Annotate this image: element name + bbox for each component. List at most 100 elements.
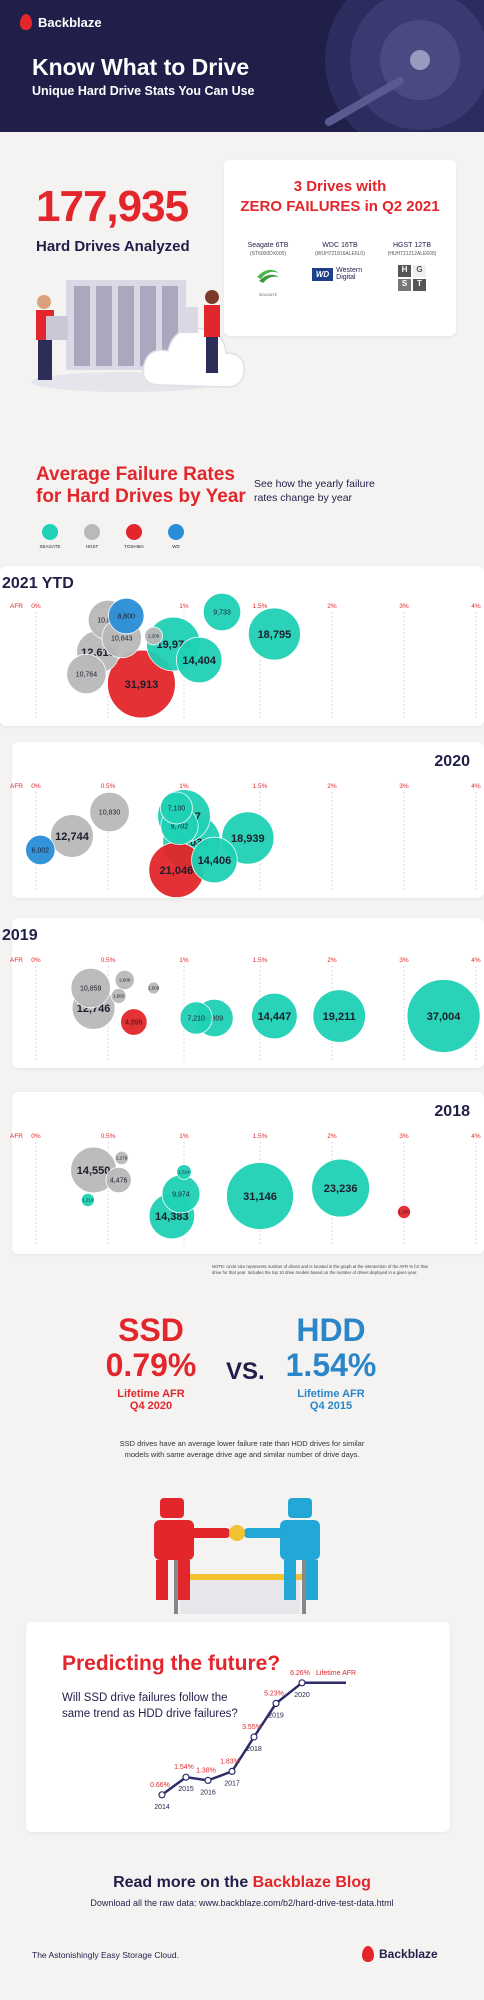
bubble-seagate <box>191 836 238 884</box>
bubble-label: 2,608 <box>119 978 131 983</box>
year-label: 2019 <box>268 1712 284 1719</box>
bubble-label: 8,800 <box>117 613 135 620</box>
axis-tick-label: 4% <box>471 603 481 610</box>
drives-analyzed-label: Hard Drives Analyzed <box>36 238 190 255</box>
future-question-line-2: same trend as HDD drive failures? <box>62 1708 238 1720</box>
chart-note-line-2: drive for that year. Includes the top 10… <box>212 1270 418 1275</box>
afr-desc-2: rates change by year <box>254 492 353 504</box>
hdd-title: HDD <box>296 1312 366 1348</box>
footer-logo[interactable]: Backblaze <box>362 1946 438 1962</box>
axis-tick-label: 3% <box>399 603 409 610</box>
chart-title: 2018 <box>434 1103 470 1120</box>
afr-point <box>298 1679 306 1687</box>
bubble-hgst <box>144 626 163 646</box>
afr-value-label: 6.26% <box>290 1670 310 1677</box>
bubble-seagate <box>312 989 366 1043</box>
header-logo[interactable]: Backblaze <box>20 14 102 30</box>
zero-failure-drive-seagate: Seagate 6TB (ST6000DX000) SEAGATE <box>232 242 304 297</box>
axis-tick-label: 4% <box>471 957 481 964</box>
chart-title: 2019 <box>2 927 38 944</box>
chart-panel-2019: 2019 AFR 0% 0.5% 1% 1.5% 2% 3% 4% 37,004 19,211 14,… <box>2 918 484 1068</box>
afr-value-label: 1.54% <box>174 1764 194 1771</box>
axis-tick-label: 0% <box>31 783 41 790</box>
hdd-afr-value: 1.54% <box>285 1347 377 1383</box>
bubble-label: 10,843 <box>111 635 133 642</box>
download-link[interactable]: Download all the raw data: www.backblaze… <box>90 1898 394 1908</box>
chart-panel-2021: 2021 YTDAFR0%0.5%1%1.5%2%3%4%31,91319,97… <box>0 566 484 726</box>
bubble-hgst <box>114 969 135 991</box>
chart-note: NOTE: circle size represents number of d… <box>212 1264 470 1276</box>
bubble-label: 10,859 <box>80 985 102 992</box>
flame-icon <box>362 1946 374 1962</box>
axis-tick-label: 0% <box>31 957 41 964</box>
bubble-label: 10,875 <box>97 617 119 624</box>
bubble-label: 7,210 <box>187 1015 205 1022</box>
bubble-toshiba <box>107 649 176 719</box>
zero-failures-title-1: 3 Drives with <box>293 178 387 195</box>
read-more-prefix: Read more on the <box>113 1874 253 1891</box>
axis-label: AFR <box>10 783 23 790</box>
afr-point <box>272 1699 280 1708</box>
bubble-label: 14,406 <box>198 855 232 867</box>
bubble-label: 1,279 <box>116 1156 128 1161</box>
drives-analyzed-count: 177,935 <box>36 182 189 231</box>
afr-value-label: 1.38% <box>196 1767 216 1774</box>
hdd-stat: HDD 1.54% Lifetime AFR Q4 2015 <box>276 1312 386 1412</box>
page-title: Know What to Drive <box>32 54 250 80</box>
bubble-seagate <box>406 979 481 1053</box>
cloud-illustration <box>142 290 245 388</box>
vs-text: VS. <box>226 1358 265 1385</box>
hdd-afr-label: Lifetime AFR <box>297 1388 365 1400</box>
legend-swatch <box>84 524 100 540</box>
bubble-seagate <box>176 1164 192 1180</box>
comparison-desc: SSD drives have an average lower failure… <box>40 1438 444 1460</box>
future-card: Predicting the future? Will SSD drive fa… <box>26 1622 450 1832</box>
comparison-desc-line-1: SSD drives have an average lower failure… <box>119 1439 365 1448</box>
axis-tick-label: 1.5% <box>253 783 268 790</box>
bubble-label: 1,210 <box>82 1198 94 1203</box>
wd-logo-icon: WD <box>311 267 334 281</box>
axis-tick-label: 1.5% <box>253 957 268 964</box>
bubble-label: 9,733 <box>213 609 231 616</box>
legend-label: HGST <box>85 544 99 549</box>
axis-tick-label: 0.5% <box>101 783 116 790</box>
ssd-stat: SSD 0.79% Lifetime AFR Q4 2020 <box>96 1312 206 1412</box>
bubble-hgst <box>70 967 111 1009</box>
afr-point <box>182 1773 190 1781</box>
bubble-chart-2020: 2020AFR0%0.5%1%1.5%2%3%4%23,03621,04619,… <box>10 753 481 898</box>
bubble-label: 9,702 <box>171 823 189 830</box>
bubble-label: 9,974 <box>172 1191 190 1198</box>
bubble-label: 31,146 <box>243 1191 277 1203</box>
legend-swatch <box>42 524 58 540</box>
bubble-label: 14,447 <box>258 1011 292 1023</box>
bubble-label: 10,830 <box>99 809 121 816</box>
year-label: 2016 <box>200 1789 216 1796</box>
axis-tick-label: 1.5% <box>253 603 268 610</box>
chart-title: 2021 YTD <box>2 575 74 592</box>
bubble-chart-2021: 2021 YTDAFR0%0.5%1%1.5%2%3%4%31,91319,97… <box>2 575 481 719</box>
ssd-afr-label: Lifetime AFR <box>117 1388 185 1400</box>
year-label: 2018 <box>246 1746 262 1753</box>
axis-tick-label: 3% <box>399 783 409 790</box>
bubble-wd <box>25 834 56 866</box>
zero-failure-drive-hgst: HGST 12TB (HUH721212ALE600) H G S T <box>376 242 448 291</box>
wd-logo-text: Western Digital <box>336 267 363 281</box>
ssd-afr-value: 0.79% <box>105 1347 197 1383</box>
blog-link[interactable]: Backblaze Blog <box>252 1874 371 1891</box>
afr-value-label: 3.55% <box>242 1724 262 1731</box>
axis-tick-label: 1.5% <box>253 1133 268 1140</box>
future-title: Predicting the future? <box>62 1652 281 1675</box>
afr-value-label: 5.23% <box>264 1690 284 1697</box>
legend-item-seagate: SEAGATE <box>32 524 68 549</box>
afr-point <box>250 1733 258 1741</box>
axis-label: AFR <box>10 957 23 964</box>
seagate-logo-icon <box>257 269 279 283</box>
bubble-label: 23,236 <box>324 1183 358 1195</box>
legend-label: SEAGATE <box>39 544 61 549</box>
axis-tick-label: 1% <box>179 957 189 964</box>
bubble-hgst <box>89 791 130 833</box>
bubble-label: 37,004 <box>427 1011 462 1023</box>
legend-label: TOSHIBA <box>124 544 144 549</box>
bubble-seagate <box>179 1001 213 1035</box>
bubble-label: 4,895 <box>125 1019 143 1026</box>
